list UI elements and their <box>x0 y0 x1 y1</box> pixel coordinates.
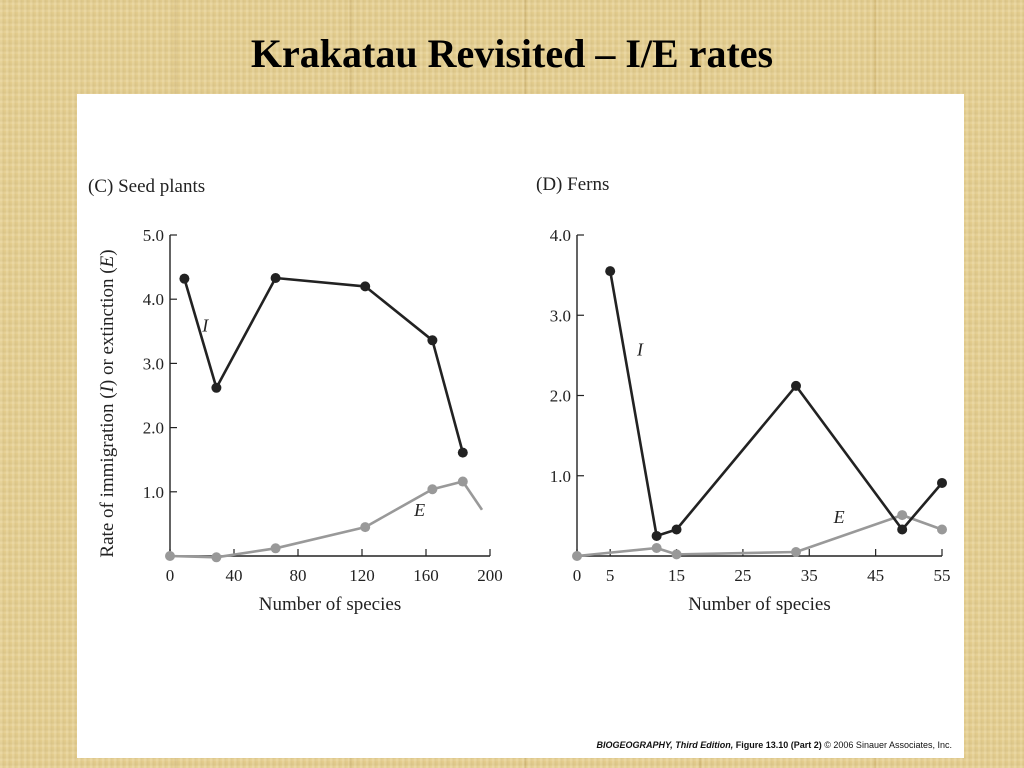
data-point-E <box>897 510 908 521</box>
y-tick-label: 1.0 <box>550 467 571 486</box>
data-point-E <box>572 551 582 561</box>
series-line-I <box>608 270 943 538</box>
data-point-E <box>427 484 438 495</box>
x-tick-label: 0 <box>166 566 175 585</box>
data-point-E <box>791 546 801 557</box>
data-point-I <box>270 273 281 284</box>
data-point-I <box>605 266 616 277</box>
data-point-I <box>897 524 908 535</box>
data-point-E <box>671 549 682 560</box>
figure-panel: (C) Seed plants 1.0 2.0 3.0 4.0 5.0 0 40 80 120 16… <box>77 94 964 758</box>
charts-svg: (C) Seed plants 1.0 2.0 3.0 4.0 5.0 0 40 80 120 16… <box>88 174 951 615</box>
slide-title: Krakatau Revisited – I/E rates <box>250 31 774 76</box>
series-label-E: E <box>833 507 845 527</box>
figure-credit: BIOGEOGRAPHY, Third Edition, Figure 13.1… <box>597 740 952 750</box>
y-tick-label: 3.0 <box>143 354 164 373</box>
y-tick-label: 3.0 <box>550 306 571 325</box>
x-tick-label: 80 <box>290 566 307 585</box>
panel-label: (C) Seed plants <box>88 176 205 197</box>
y-tick-label: 1.0 <box>143 483 164 502</box>
chart-0: (C) Seed plants 1.0 2.0 3.0 4.0 5.0 0 40 80 120 16… <box>88 176 503 615</box>
x-tick-label: 160 <box>413 566 439 585</box>
y-tick-label: 2.0 <box>550 387 571 406</box>
data-point-E <box>360 522 371 533</box>
x-axis-title: Number of species <box>688 594 830 615</box>
data-point-I <box>457 447 468 458</box>
x-tick-label: 15 <box>668 566 685 585</box>
x-tick-label: 25 <box>734 566 751 585</box>
y-tick-label: 4.0 <box>143 290 164 309</box>
x-tick-label: 5 <box>606 566 615 585</box>
data-point-I <box>671 524 682 535</box>
series-label-I: I <box>201 315 209 335</box>
chart-1: (D) Ferns 1.0 2.0 3.0 4.0 0 5 15 25 35 45 55 Number … <box>536 174 951 615</box>
x-tick-label: 0 <box>573 566 582 585</box>
x-tick-label: 200 <box>477 566 503 585</box>
y-tick-label: 5.0 <box>143 226 164 245</box>
series-line-tail <box>461 480 484 511</box>
data-point-E <box>211 552 222 563</box>
data-point-E <box>937 524 947 535</box>
x-tick-label: 35 <box>801 566 818 585</box>
data-point-I <box>179 273 190 284</box>
x-tick-label: 120 <box>349 566 375 585</box>
series-label-I: I <box>636 339 644 359</box>
series-line-E <box>576 513 943 558</box>
y-tick-label: 4.0 <box>550 226 571 245</box>
series-label-E: E <box>413 500 425 520</box>
data-point-I <box>211 382 222 393</box>
x-tick-label: 55 <box>934 566 951 585</box>
series-line-I <box>183 276 465 453</box>
data-point-I <box>360 281 371 292</box>
credit-book: BIOGEOGRAPHY, Third Edition, <box>596 740 734 750</box>
data-point-E <box>270 543 281 554</box>
panel-label: (D) Ferns <box>536 174 609 195</box>
data-point-I <box>937 477 947 488</box>
x-axis-title: Number of species <box>259 594 401 615</box>
y-axis-title: Rate of immigration (I) or extinction (E… <box>97 249 118 557</box>
credit-copyright: © 2006 Sinauer Associates, Inc. <box>824 740 952 750</box>
data-point-I <box>427 335 438 346</box>
credit-figure: Figure 13.10 (Part 2) <box>735 740 822 750</box>
data-point-E <box>651 542 662 553</box>
x-tick-label: 45 <box>867 566 884 585</box>
series-line-E <box>169 480 464 559</box>
data-point-I <box>651 530 662 541</box>
x-tick-label: 40 <box>226 566 243 585</box>
data-point-I <box>791 380 801 391</box>
y-tick-label: 2.0 <box>143 419 164 438</box>
data-point-E <box>165 551 175 561</box>
